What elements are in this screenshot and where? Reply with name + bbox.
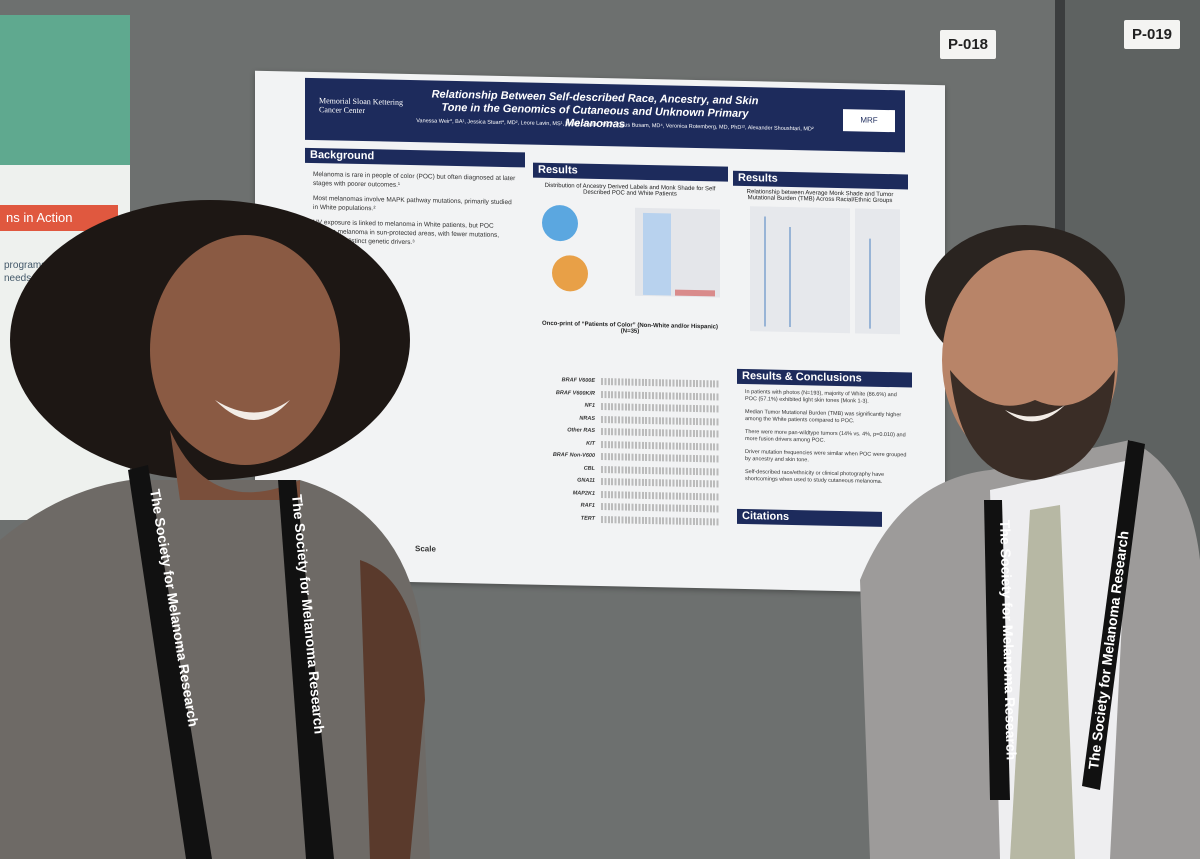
figure [542,205,720,298]
neck [170,430,300,500]
poster-text: needs. [4,273,35,284]
lanyards [128,440,1145,859]
research-poster: Memorial Sloan Kettering Cancer Center R… [255,70,945,594]
face [150,235,340,465]
tie [1010,505,1075,859]
arm [360,560,425,859]
lanyard-text: The Society for Melanoma Research [997,520,1020,761]
beard [950,370,1115,480]
figure [750,206,900,335]
smile [215,400,290,420]
left-poster: ns in Action programs that can needs. [0,15,130,520]
smile [1005,405,1065,422]
board-label: P-018 [940,30,997,59]
poster-band [0,15,130,165]
board-label: P-019 [1124,20,1181,49]
